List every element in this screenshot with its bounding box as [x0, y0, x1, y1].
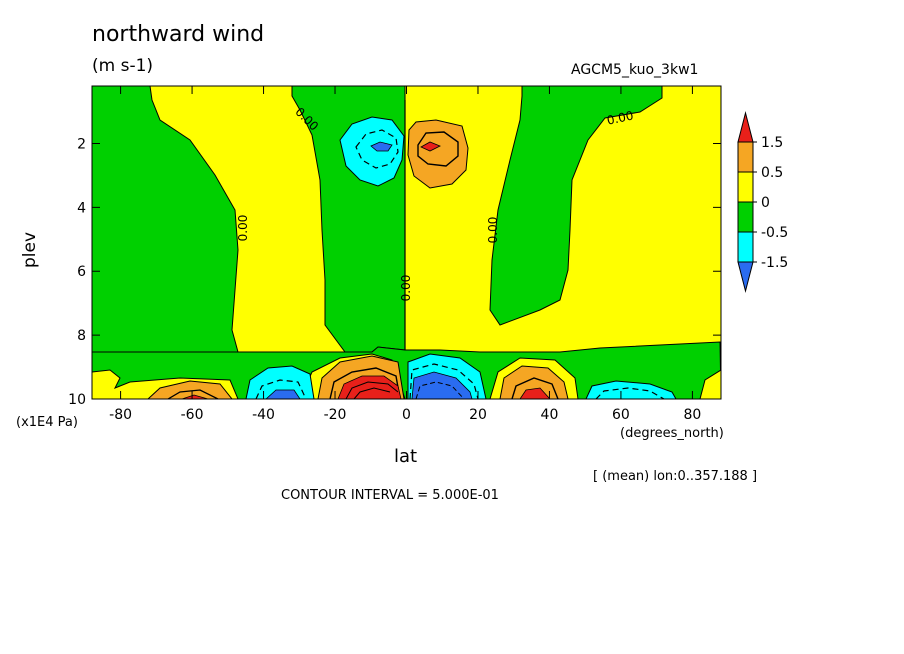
x-tick-label-7: 60: [612, 407, 630, 423]
cell-lower-pos-35: [499, 365, 569, 399]
cell-upper-neg-contour: [355, 129, 399, 169]
contour-label-equator: 0.00: [399, 275, 413, 302]
y-tick-label-2: 6: [77, 264, 86, 280]
chart-units: (m s-1): [92, 56, 154, 76]
x-axis-label: lat: [394, 446, 418, 467]
y-axis-unit: (x1E4 Pa): [16, 415, 78, 430]
y-tick-label-3: 8: [77, 328, 86, 344]
cell-upper-pos-core: [420, 141, 441, 152]
cell-lower-pos-60: [147, 380, 233, 399]
cell-lower-pos-10: [317, 355, 405, 399]
colorbar: 1.5 0.5 0 -0.5 -1.5: [737, 111, 788, 293]
cell-lower-neg-40: [245, 365, 315, 399]
cell-lower-neg-10: [407, 353, 487, 399]
colorbar-swatch-3: [737, 201, 754, 233]
x-tick-label-1: -60: [181, 407, 204, 423]
colorbar-swatch-5: [737, 261, 754, 293]
x-tick-label-5: 20: [469, 407, 487, 423]
x-tick-label-4: 0: [402, 407, 411, 423]
colorbar-swatch-1: [737, 141, 754, 173]
run-label: AGCM5_kuo_3kw1: [571, 62, 699, 78]
y-tick-label-0: 2: [77, 136, 86, 152]
colorbar-label-1: 0.5: [761, 165, 783, 181]
mean-note: [ (mean) lon:0..357.188 ]: [593, 469, 758, 484]
contour-label-left: 0.00: [236, 215, 250, 242]
colorbar-swatch-0: [737, 111, 754, 143]
contour-interval: CONTOUR INTERVAL = 5.000E-01: [281, 488, 499, 503]
cell-upper-neg-core: [370, 141, 393, 152]
cell-lower-neg-60: [585, 380, 677, 399]
cell-upper-neg-cyan: [339, 116, 405, 187]
y-tick-label-4: 10: [68, 392, 86, 408]
x-tick-label-3: -20: [324, 407, 347, 423]
colorbar-label-3: -0.5: [761, 225, 788, 241]
x-tick-label-0: -80: [109, 407, 132, 423]
colorbar-swatch-4: [737, 231, 754, 263]
colorbar-label-2: 0: [761, 195, 770, 211]
x-axis-unit: (degrees_north): [620, 426, 724, 441]
axis-ticks: -80 -60 -40 -20 0 20 40 60 80 2 4 6 8 10: [68, 86, 721, 423]
x-tick-label-6: 40: [541, 407, 559, 423]
region-yellow-lower-4: [699, 369, 721, 399]
colorbar-label-4: -1.5: [761, 255, 788, 271]
contour-label-right: 0.00: [486, 217, 500, 244]
colorbar-label-0: 1.5: [761, 135, 783, 151]
x-tick-label-8: 80: [683, 407, 701, 423]
x-tick-label-2: -40: [252, 407, 275, 423]
contour-label-upper-right: 0.00: [606, 108, 635, 127]
chart-title: northward wind: [92, 22, 265, 47]
colorbar-swatch-2: [737, 171, 754, 203]
y-tick-label-1: 4: [77, 200, 86, 216]
region-green-right: [489, 86, 663, 326]
cell-upper-pos-contour: [417, 131, 459, 167]
